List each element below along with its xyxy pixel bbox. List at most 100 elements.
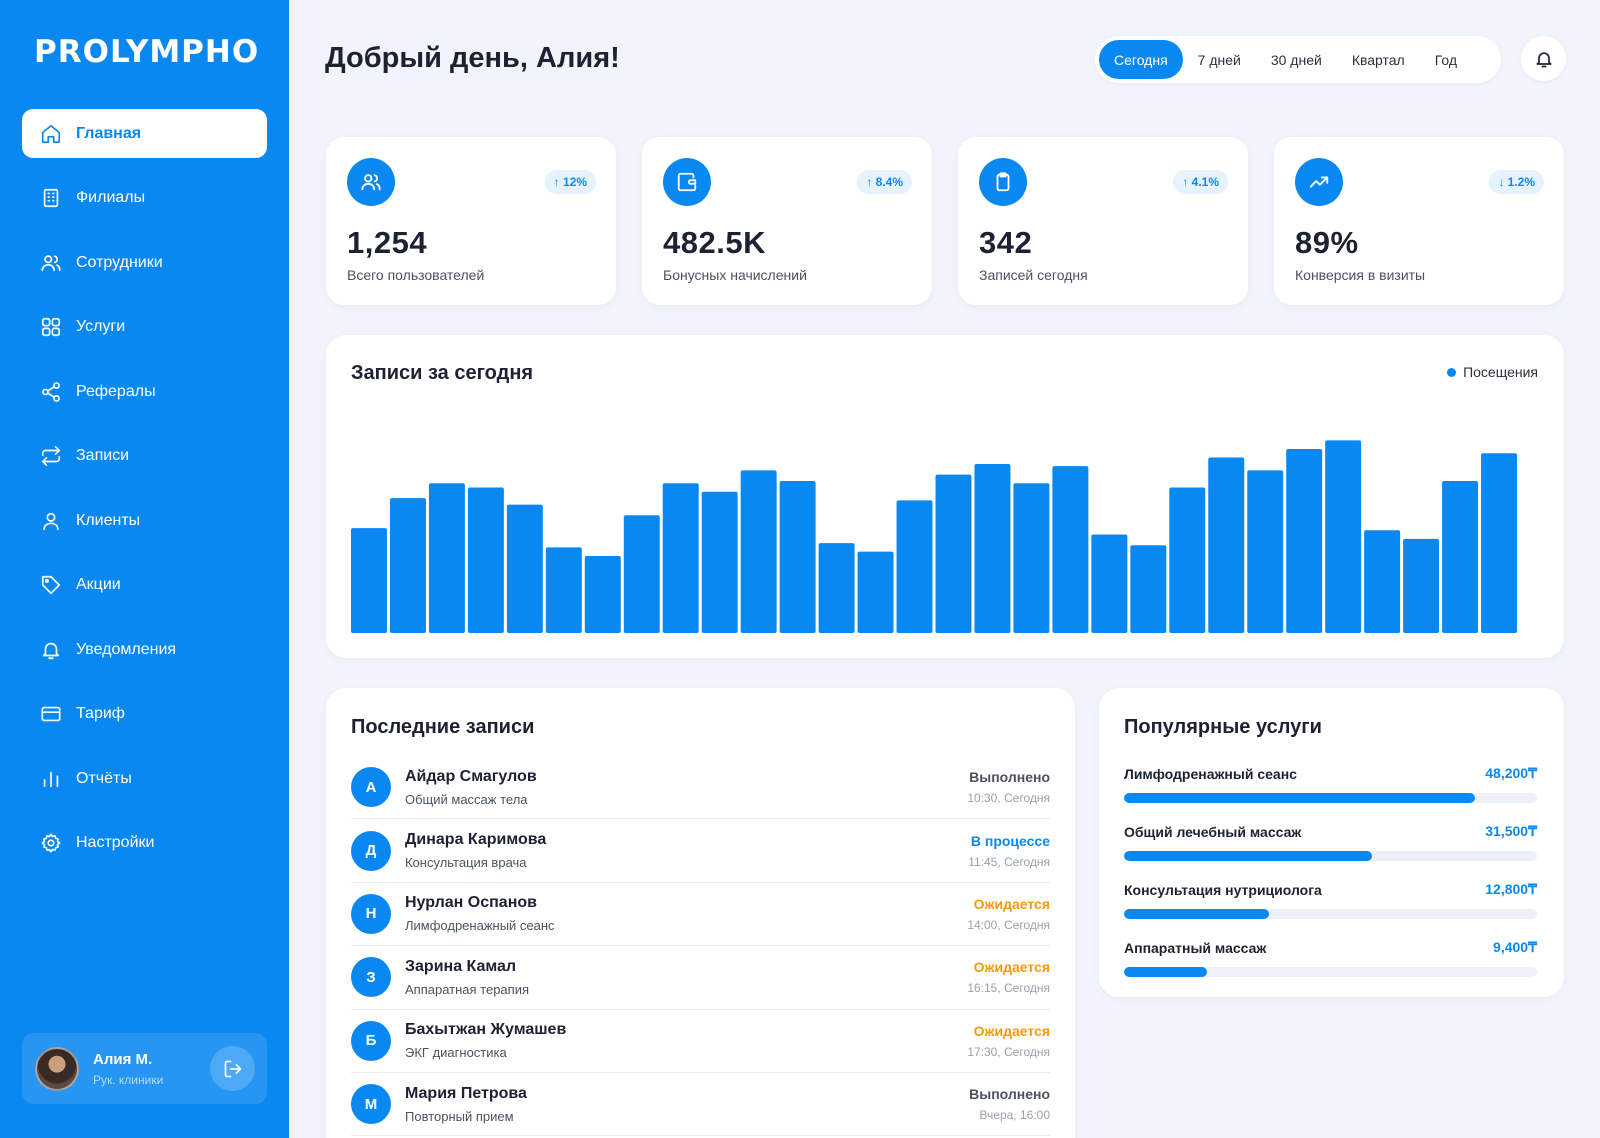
service-item: Общий лечебный массаж 31,500₸ (1124, 823, 1537, 861)
sidebar-item-staff[interactable]: Сотрудники (22, 238, 267, 287)
chart-bar[interactable] (467, 487, 504, 633)
repeat-icon (40, 445, 62, 467)
chart-bar[interactable] (974, 463, 1011, 633)
recent-title: Последние записи (351, 716, 535, 738)
chart-bar[interactable] (701, 491, 738, 633)
chart-bar[interactable] (1169, 487, 1206, 633)
period-today[interactable]: Сегодня (1099, 40, 1183, 79)
chart-bar[interactable] (896, 500, 933, 633)
sidebar: PROLYMPHO Главная Филиалы Сотрудники Усл… (0, 0, 289, 1138)
period-year[interactable]: Год (1434, 51, 1458, 68)
chart-bar[interactable] (662, 483, 699, 633)
stat-card-bonuses: ↑ 8.4% 482.5K Бонусных начислений (642, 137, 932, 305)
stat-label: Записей сегодня (979, 267, 1088, 283)
status-badge: Ожидается (973, 895, 1050, 912)
service-name: Повторный прием (405, 1108, 514, 1124)
user-card[interactable]: Алия М. Рук. клиники (22, 1033, 267, 1104)
sidebar-item-clients[interactable]: Клиенты (22, 496, 267, 545)
client-avatar: Н (351, 893, 391, 934)
service-progress-track (1124, 851, 1537, 861)
chart-card: Записи за сегодня Посещения (326, 335, 1564, 658)
table-row[interactable]: З Зарина Камал Аппаратная терапия Ожидается… (351, 946, 1050, 1010)
record-time: Вчера, 16:00 (979, 1108, 1050, 1123)
service-amount: 48,200₸ (1485, 765, 1537, 781)
table-row[interactable]: Н Нурлан Оспанов Лимфодренажный сеанс Ожида… (351, 883, 1050, 947)
notifications-button[interactable] (1521, 36, 1566, 81)
stat-card-records: ↑ 4.1% 342 Записей сегодня (958, 137, 1248, 305)
service-progress-track (1124, 909, 1537, 919)
bar-chart (351, 440, 1517, 633)
chart-bar[interactable] (389, 498, 426, 633)
logout-button[interactable] (210, 1046, 255, 1091)
change-badge: ↓ 1.2% (1489, 170, 1544, 194)
period-switch: Сегодня 7 дней 30 дней Квартал Год (1095, 36, 1501, 83)
chart-bar[interactable] (545, 547, 582, 633)
chart-bar[interactable] (1247, 470, 1284, 633)
stat-label: Конверсия в визиты (1295, 267, 1426, 283)
chart-bar[interactable] (584, 555, 621, 633)
stat-card-users: ↑ 12% 1,254 Всего пользователей (326, 137, 616, 305)
period-quarter[interactable]: Квартал (1351, 51, 1405, 68)
chart-bar[interactable] (351, 528, 387, 633)
service-item: Аппаратный массаж 9,400₸ (1124, 939, 1537, 977)
chart-bar[interactable] (1052, 466, 1089, 633)
sidebar-item-reports[interactable]: Отчёты (22, 754, 267, 803)
sidebar-item-label: Рефералы (76, 382, 156, 400)
chart-bar[interactable] (1286, 448, 1323, 633)
chart-bar[interactable] (1481, 453, 1517, 633)
chart-bar[interactable] (740, 470, 777, 633)
period-30-days[interactable]: 30 дней (1270, 51, 1322, 68)
chart-bar[interactable] (1364, 530, 1401, 633)
service-name: ЭКГ диагностика (405, 1045, 507, 1061)
sidebar-item-promos[interactable]: Акции (22, 561, 267, 610)
stat-card-conversion: ↓ 1.2% 89% Конверсия в визиты (1274, 137, 1564, 305)
stat-value: 342 (979, 225, 1033, 260)
chart-bar[interactable] (1013, 483, 1050, 633)
table-row[interactable]: М Мария Петрова Повторный прием Выполнено Вч… (351, 1073, 1050, 1137)
service-progress-fill (1124, 909, 1269, 919)
users-icon (347, 158, 395, 206)
service-progress-fill (1124, 851, 1372, 861)
table-row[interactable]: Д Динара Каримова Консультация врача В проц… (351, 819, 1050, 883)
bar-chart-icon (40, 768, 62, 790)
sidebar-item-home[interactable]: Главная (22, 109, 267, 158)
chart-bar[interactable] (1130, 545, 1167, 633)
chart-bar[interactable] (779, 481, 816, 633)
sidebar-item-label: Отчёты (76, 769, 132, 787)
records-list: А Айдар Смагулов Общий массаж тела Выполнен… (351, 756, 1050, 1137)
user-role: Рук. клиники (93, 1072, 164, 1087)
bell-icon (1534, 49, 1554, 69)
chart-bar[interactable] (428, 483, 465, 633)
sidebar-item-label: Клиенты (76, 511, 141, 529)
chart-bar[interactable] (857, 551, 894, 633)
stat-label: Всего пользователей (347, 267, 485, 283)
sidebar-item-label: Главная (76, 124, 142, 142)
client-avatar: А (351, 767, 391, 808)
stat-value: 89% (1295, 225, 1359, 260)
chart-bar[interactable] (1208, 457, 1245, 633)
sidebar-item-services[interactable]: Услуги (22, 303, 267, 352)
sidebar-item-notifications[interactable]: Уведомления (22, 625, 267, 674)
chart-bar[interactable] (506, 504, 543, 633)
table-row[interactable]: А Айдар Смагулов Общий массаж тела Выполнен… (351, 756, 1050, 820)
sidebar-item-records[interactable]: Записи (22, 432, 267, 481)
chart-bar[interactable] (1442, 481, 1479, 633)
period-7-days[interactable]: 7 дней (1197, 51, 1241, 68)
chart-bar[interactable] (935, 474, 972, 633)
client-name: Нурлан Оспанов (405, 894, 537, 912)
sidebar-item-referrals[interactable]: Рефералы (22, 367, 267, 416)
legend-dot (1447, 367, 1457, 377)
chart-bar[interactable] (1325, 440, 1362, 633)
stat-label: Бонусных начислений (663, 267, 807, 283)
brand-logo[interactable]: PROLYMPHO (34, 34, 260, 70)
chart-bar[interactable] (818, 543, 855, 633)
chart-legend[interactable]: Посещения (1447, 364, 1538, 380)
chart-bar[interactable] (1091, 534, 1128, 633)
sidebar-item-branches[interactable]: Филиалы (22, 174, 267, 223)
sidebar-item-settings[interactable]: Настройки (22, 819, 267, 868)
status-badge: Выполнено (969, 769, 1050, 786)
sidebar-item-tariff[interactable]: Тариф (22, 690, 267, 739)
table-row[interactable]: Б Бахытжан Жумашев ЭКГ диагностика Ожидаетс… (351, 1010, 1050, 1073)
chart-bar[interactable] (623, 515, 660, 633)
chart-bar[interactable] (1403, 538, 1440, 633)
